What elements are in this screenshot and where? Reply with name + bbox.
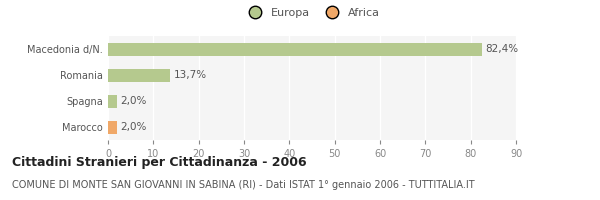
Text: Cittadini Stranieri per Cittadinanza - 2006: Cittadini Stranieri per Cittadinanza - 2… bbox=[12, 156, 307, 169]
Text: 13,7%: 13,7% bbox=[174, 70, 207, 80]
Bar bbox=[108, 68, 170, 82]
Text: 82,4%: 82,4% bbox=[485, 44, 518, 54]
Text: 2,0%: 2,0% bbox=[121, 96, 147, 106]
Bar bbox=[108, 43, 482, 55]
Text: COMUNE DI MONTE SAN GIOVANNI IN SABINA (RI) - Dati ISTAT 1° gennaio 2006 - TUTTI: COMUNE DI MONTE SAN GIOVANNI IN SABINA (… bbox=[12, 180, 475, 190]
Legend: Europa, Africa: Europa, Africa bbox=[240, 3, 384, 22]
Text: 2,0%: 2,0% bbox=[121, 122, 147, 132]
Bar bbox=[108, 95, 117, 108]
Bar bbox=[108, 120, 117, 134]
